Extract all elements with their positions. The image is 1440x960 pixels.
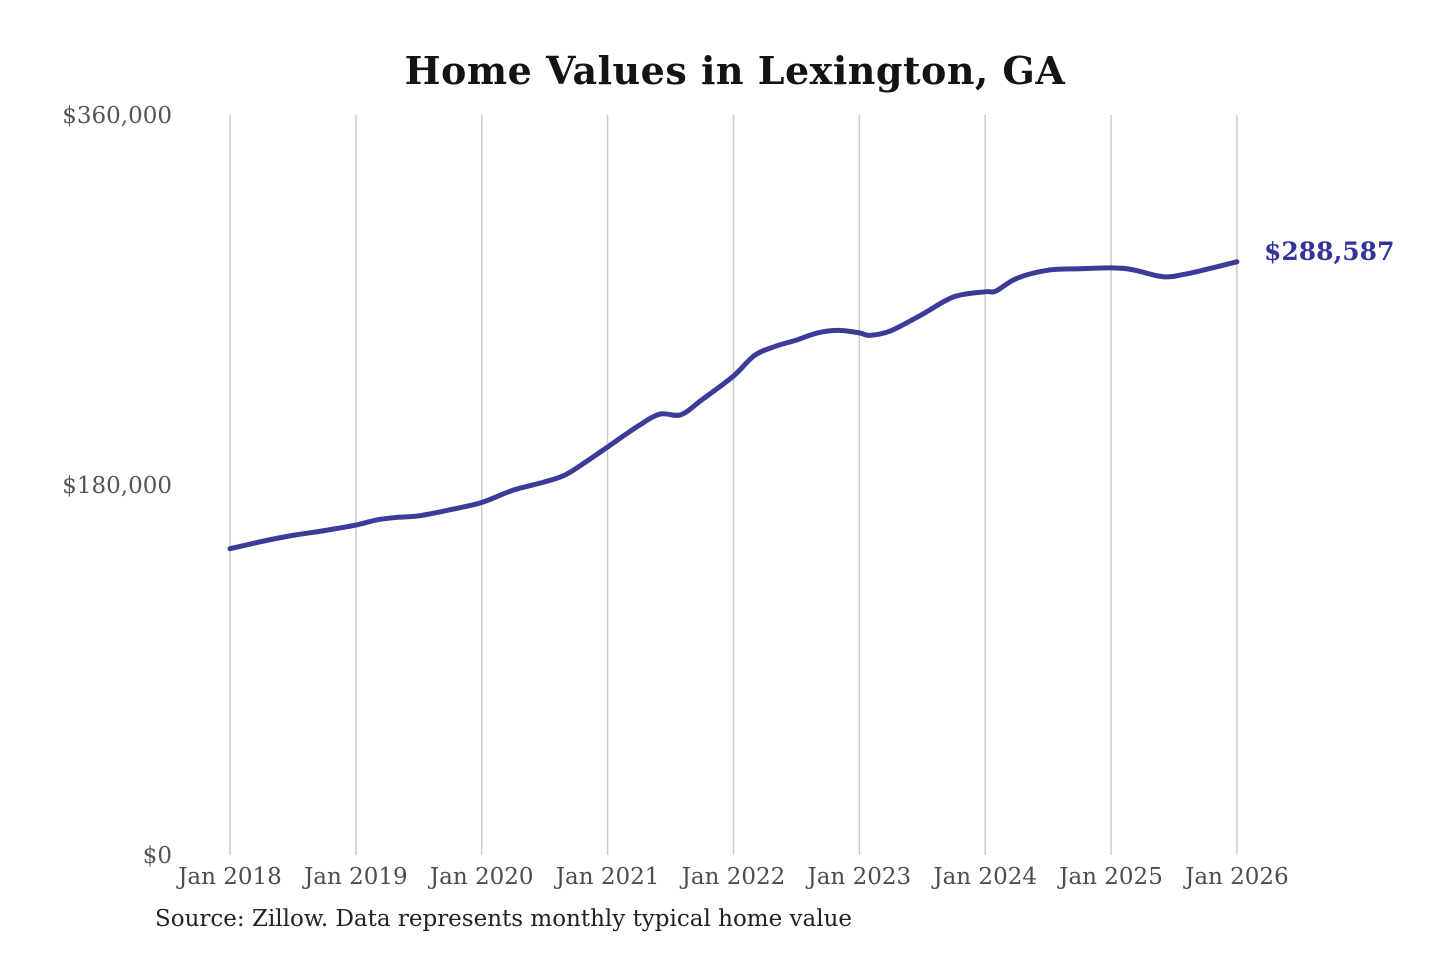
- x-tick-label: Jan 2018: [176, 864, 282, 890]
- source-note: Source: Zillow. Data represents monthly …: [155, 906, 853, 932]
- home-value-line: [227, 259, 1240, 552]
- x-tick-label: Jan 2022: [680, 864, 786, 890]
- x-tick-label: Jan 2024: [931, 864, 1037, 890]
- y-tick-label: $360,000: [62, 103, 172, 129]
- x-tick-label: Jan 2019: [302, 864, 408, 890]
- y-tick-label: $0: [143, 843, 172, 869]
- y-tick-label: $180,000: [62, 473, 172, 499]
- x-tick-label: Jan 2020: [428, 864, 534, 890]
- y-axis-tick-labels: $0 $180,000 $360,000: [62, 103, 172, 869]
- x-tick-label: Jan 2026: [1183, 864, 1289, 890]
- x-tick-label: Jan 2021: [554, 864, 660, 890]
- x-axis-tick-labels: Jan 2018 Jan 2019 Jan 2020 Jan 2021 Jan 2022…: [176, 864, 1288, 890]
- latest-value-label: $288,587: [1264, 237, 1395, 266]
- chart-title: Home Values in Lexington, GA: [404, 48, 1066, 93]
- x-tick-label: Jan 2023: [806, 864, 912, 890]
- x-tick-label: Jan 2025: [1057, 864, 1163, 890]
- gridlines-group: [229, 115, 1238, 855]
